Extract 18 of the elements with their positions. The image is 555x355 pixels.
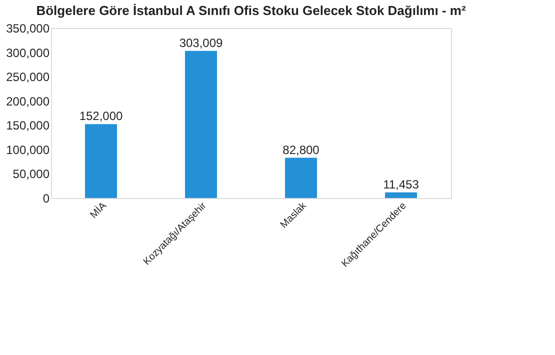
y-tick-label: 0: [42, 192, 50, 206]
y-tick-label: 250,000: [6, 70, 50, 84]
x-tick-label: MİA: [88, 200, 110, 221]
y-tick-label: 300,000: [6, 46, 50, 60]
bar: [85, 124, 117, 198]
chart-title: Bölgelere Göre İstanbul A Sınıfı Ofis Stoku Gelecek Stok Dağılımı - m²: [36, 3, 466, 18]
bar: [385, 192, 417, 198]
y-tick-label: 200,000: [6, 94, 50, 108]
data-label: 152,000: [79, 109, 124, 124]
bar: [185, 50, 217, 198]
y-tick-label: 150,000: [6, 118, 50, 133]
y-tick-label: 100,000: [6, 142, 50, 157]
data-label: 11,453: [383, 177, 420, 192]
data-label: 303,009: [179, 36, 224, 50]
y-tick-label: 350,000: [6, 22, 50, 36]
bar: [285, 158, 317, 198]
data-label: 82,800: [282, 142, 320, 157]
y-tick-label: 50,000: [12, 167, 50, 182]
